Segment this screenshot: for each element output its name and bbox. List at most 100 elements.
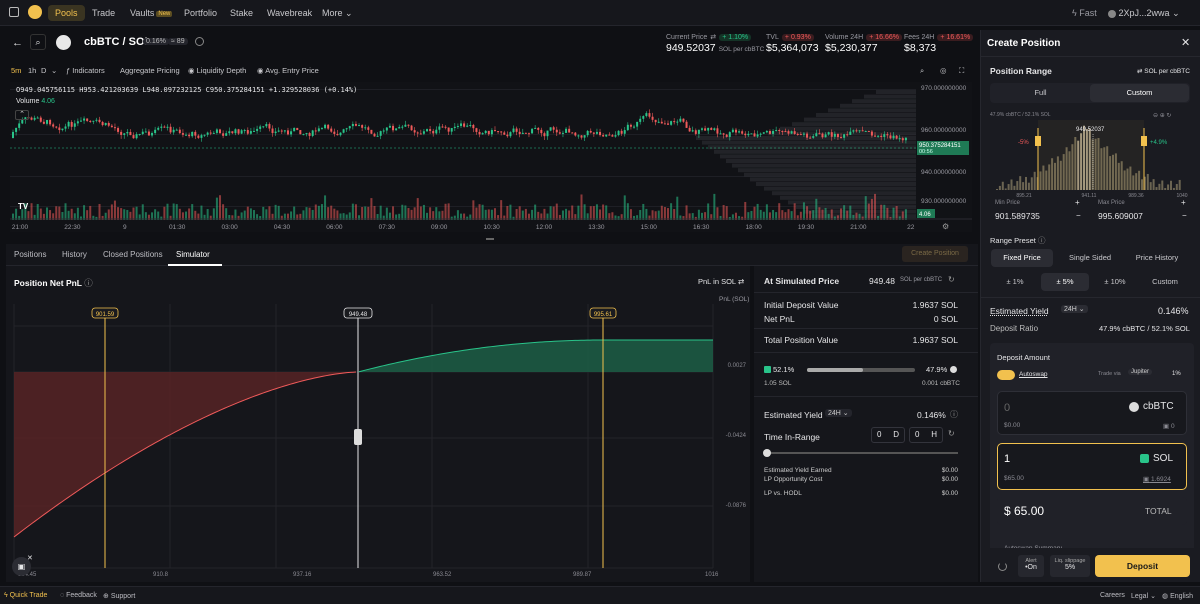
time-slider-track[interactable]: [764, 452, 958, 454]
eye-icon: ◉: [188, 66, 195, 75]
wallet-button[interactable]: 2XpJ...2wwa ⌄: [1108, 5, 1180, 21]
tab-closed-positions[interactable]: Closed Positions: [103, 250, 163, 259]
nav-stake[interactable]: Stake: [230, 8, 254, 18]
volume-readout-label: Volume: [16, 98, 40, 105]
pct-5-button[interactable]: ± 5%: [1041, 273, 1089, 291]
slippage-value[interactable]: 1%: [1172, 371, 1181, 377]
volume-bar: [768, 212, 771, 220]
preset-price-history[interactable]: Price History: [1135, 253, 1179, 262]
candle-body: [79, 120, 82, 122]
sidebar-toggle-icon[interactable]: [9, 7, 19, 17]
language-select[interactable]: ◍ English: [1162, 592, 1193, 600]
info-icon[interactable]: ⓘ: [84, 278, 93, 288]
min-price-plus[interactable]: +: [1075, 198, 1080, 207]
candle-body: [104, 122, 107, 126]
zoom-icon[interactable]: ⌕: [920, 66, 925, 75]
tab-history[interactable]: History: [62, 250, 87, 259]
max-price-plus[interactable]: +: [1181, 198, 1186, 207]
max-price-input[interactable]: 995.609007: [1098, 211, 1143, 221]
time-slider-thumb[interactable]: [763, 449, 771, 457]
info-icon[interactable]: ⓘ: [1037, 236, 1046, 245]
quick-trade-button[interactable]: ϟ Quick Trade: [4, 592, 47, 599]
yield-period-select[interactable]: 24H ⌄: [825, 409, 852, 417]
refresh-icon[interactable]: ↻: [948, 275, 955, 284]
collapse-legend-button[interactable]: ⌃: [15, 110, 29, 120]
create-yield-period[interactable]: 24H ⌄: [1061, 305, 1088, 313]
nav-vaults[interactable]: Vaults New: [130, 5, 173, 21]
careers-link[interactable]: Careers: [1100, 592, 1125, 599]
deposit-button[interactable]: Deposit: [1095, 555, 1190, 577]
resize-handle[interactable]: [486, 238, 494, 240]
timeframe-5m[interactable]: 5m: [11, 66, 22, 75]
hist-bar: [1065, 147, 1068, 190]
volume-bar: [404, 205, 407, 220]
depth-bar: [720, 154, 916, 159]
liquidity-depth-toggle[interactable]: ◉ Liquidity Depth: [188, 66, 246, 75]
chart-settings-icon[interactable]: ⚙: [942, 222, 950, 231]
range-unit-toggle[interactable]: ⇄ SOL per cbBTC: [1137, 67, 1190, 75]
back-arrow-icon[interactable]: ←: [12, 37, 23, 49]
preset-fixed-price[interactable]: Fixed Price: [991, 249, 1053, 267]
alert-toggle[interactable]: Alert •On: [1018, 555, 1044, 577]
liq-slippage-button[interactable]: Liq. slippage 5%: [1050, 555, 1090, 577]
quick-trade-float-button[interactable]: ▣: [12, 557, 31, 576]
max-price-minus[interactable]: −: [1182, 211, 1187, 220]
pct-custom-button[interactable]: Custom: [1152, 277, 1178, 286]
camera-icon[interactable]: ◎: [940, 66, 947, 75]
nav-more[interactable]: More ⌄: [322, 5, 353, 21]
search-button[interactable]: ⌕: [30, 34, 46, 50]
pct-1-button[interactable]: ± 1%: [1006, 277, 1024, 286]
candle-body: [744, 133, 747, 136]
liquidity-histogram[interactable]: -5% 949.52037 +4.9% 895.21 941.11 989.36 1040: [990, 120, 1190, 198]
close-icon[interactable]: ✕: [1181, 37, 1191, 49]
timeframe-chevron-icon[interactable]: ⌄: [51, 66, 58, 75]
jupiter-select[interactable]: Jupiter: [1128, 369, 1153, 375]
token2-amount[interactable]: 1: [1004, 453, 1011, 465]
nav-pools[interactable]: Pools: [48, 5, 85, 21]
fullscreen-icon[interactable]: ⛶: [959, 66, 965, 75]
aggregate-pricing-toggle[interactable]: Aggregate Pricing: [120, 66, 180, 75]
token2-input-box[interactable]: [997, 443, 1187, 490]
range-full-button[interactable]: Full: [1034, 88, 1047, 97]
support-link[interactable]: ⊕ Support: [103, 592, 135, 600]
feedback-link[interactable]: ◌ Feedback: [60, 592, 97, 599]
preset-single-sided[interactable]: Single Sided: [1068, 253, 1112, 262]
min-price-minus[interactable]: −: [1076, 211, 1081, 220]
token1-input-box[interactable]: [997, 391, 1187, 435]
swap-icon[interactable]: ⇄: [710, 34, 717, 41]
create-position-button[interactable]: Create Position: [902, 246, 968, 262]
min-price-input[interactable]: 901.589735: [995, 211, 1040, 221]
avg-entry-toggle[interactable]: ◉ Avg. Entry Price: [257, 66, 319, 75]
pnl-curve-chart[interactable]: 901.59 995.61 949.48 0.0027 -0.0424 -0.0876 88…: [6, 266, 750, 582]
nav-trade[interactable]: Trade: [92, 8, 116, 18]
token2-balance[interactable]: ▣ 1.6924: [1143, 475, 1171, 483]
volume-bar: [762, 211, 765, 220]
autoswap-summary[interactable]: Autoswap Summary: [1004, 545, 1062, 550]
timeframe-1h[interactable]: 1h: [28, 66, 37, 75]
info-icon[interactable]: ⓘ: [950, 410, 958, 419]
close-float-icon[interactable]: ✕: [27, 555, 33, 562]
tab-positions[interactable]: Positions: [14, 250, 47, 259]
autoswap-toggle[interactable]: [997, 370, 1015, 380]
range-custom-button[interactable]: Custom: [1090, 84, 1189, 102]
volume-bar: [611, 212, 614, 220]
token1-amount[interactable]: 0: [1004, 402, 1011, 414]
legal-link[interactable]: Legal ⌄: [1131, 593, 1156, 600]
info-icon[interactable]: [195, 37, 204, 46]
fast-toggle[interactable]: ϟ Fast: [1072, 5, 1097, 21]
app-logo[interactable]: [28, 5, 42, 19]
nav-portfolio[interactable]: Portfolio: [184, 8, 218, 18]
hist-zoom-icons[interactable]: ⊖ ⊕ ↻: [1153, 113, 1172, 119]
indicators-button[interactable]: ƒ Indicators: [66, 66, 105, 75]
candle-body: [697, 129, 700, 134]
pct-10-button[interactable]: ± 10%: [1104, 277, 1126, 286]
tab-simulator[interactable]: Simulator: [176, 250, 210, 259]
nav-wavebreak[interactable]: Wavebreak: [267, 8, 313, 18]
price-chart[interactable]: 970.000000000 960.000000000 940.000000000 9…: [10, 82, 972, 232]
autoswap-label[interactable]: Autoswap: [1019, 371, 1048, 378]
pnl-unit-select[interactable]: PnL in SOL ⇄: [698, 277, 744, 286]
timeframe-d[interactable]: D: [41, 66, 47, 75]
reset-icon[interactable]: ↻: [948, 429, 955, 438]
